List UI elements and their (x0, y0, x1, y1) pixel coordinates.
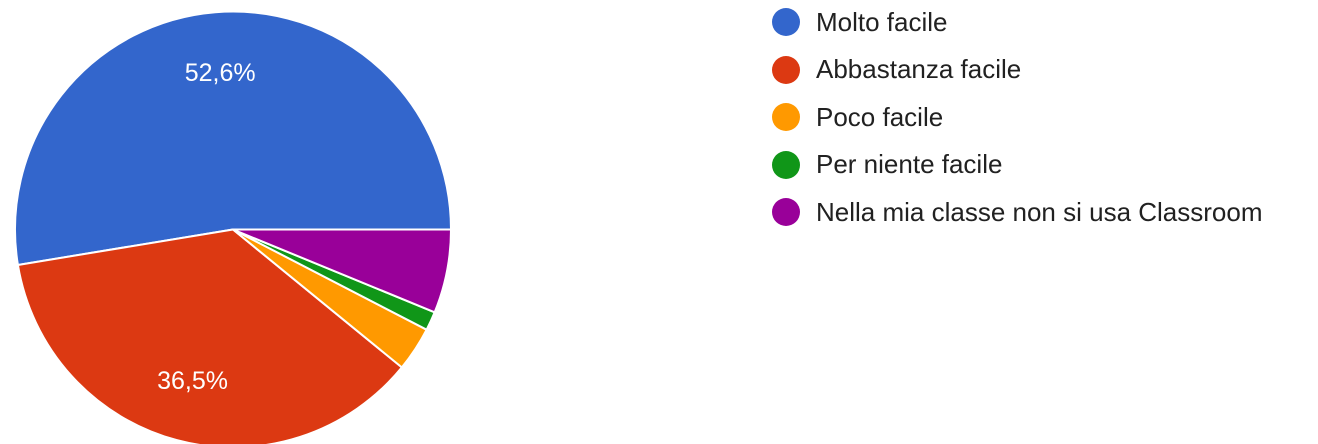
legend-label: Per niente facile (816, 149, 1003, 179)
pie-chart: 52,6% 36,5% (14, 10, 452, 444)
pie-slice-labels: 52,6% 36,5% (157, 59, 256, 395)
legend-label: Nella mia classe non si usa Classroom (816, 196, 1263, 227)
pie-slice-5[interactable] (232, 228, 452, 314)
legend-swatch (772, 55, 800, 84)
legend: Molto facile Abbastanza facile Poco facile… (772, 6, 1263, 244)
legend-item[interactable]: Nella mia classe non si usa Classroom (772, 196, 1263, 228)
legend-item[interactable]: Abbastanza facile (772, 54, 1263, 86)
legend-swatch (772, 198, 800, 226)
pie-slice-2[interactable] (16, 228, 403, 444)
slice-data-label-1: 52,6% (185, 59, 256, 87)
legend-swatch (772, 103, 800, 131)
legend-label: Abbastanza facile (816, 54, 1022, 84)
legend-item[interactable]: Molto facile (772, 6, 1263, 38)
legend-swatch (772, 150, 800, 179)
legend-label: Molto facile (816, 6, 948, 37)
legend-item[interactable]: Poco facile (772, 101, 1263, 133)
pie-slice-1[interactable] (14, 10, 452, 266)
slice-data-label-2: 36,5% (157, 367, 228, 395)
pie-slices (14, 10, 452, 444)
legend-item[interactable]: Per niente facile (772, 149, 1263, 181)
legend-swatch (772, 8, 800, 36)
legend-label: Poco facile (816, 101, 944, 132)
